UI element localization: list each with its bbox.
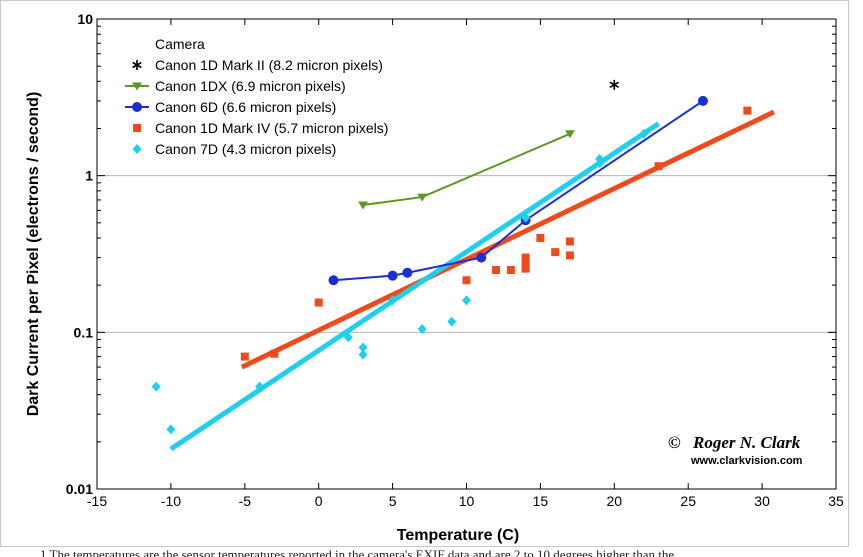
x-tick-label: 15 [533,493,549,509]
data-point [255,381,265,392]
y-axis-title: Dark Current per Pixel (electrons / seco… [25,92,42,417]
data-point [697,95,708,106]
series-line [333,100,704,282]
data-point [743,106,752,115]
data-point [639,128,649,139]
credit-block: © Roger N. Clark www.clarkvision.com [668,433,803,467]
series-group [151,128,649,435]
x-tick-label: -15 [87,493,107,509]
data-point [388,295,398,306]
data-point [240,352,249,361]
fit-layer [169,109,776,452]
chart-frame: -15 -10 -5 0 5 10 15 20 25 30 35 0.01 0.1 1 10 Camera C… [0,0,849,547]
data-point [565,251,574,260]
data-point [506,265,515,274]
data-point [358,342,368,353]
data-point [358,349,368,360]
data-point [536,234,545,243]
legend-title: Camera [155,36,205,52]
data-point [270,349,279,358]
y-tick-label: 0.01 [66,481,93,497]
series-layer [151,79,752,435]
data-point [343,332,353,343]
data-point [132,144,142,154]
series-line [362,132,571,206]
data-point [132,60,142,70]
legend-label: Canon 6D (6.6 micron pixels) [155,99,336,115]
data-point [314,298,323,307]
data-point [133,124,141,132]
series-group [358,130,575,210]
legend-label: Canon 1DX (6.9 micron pixels) [155,78,346,94]
credit-website: www.clarkvision.com [690,455,803,467]
x-tick-label: 5 [389,493,397,509]
y-tick-label: 1 [85,168,93,184]
data-point [609,79,620,90]
legend-item: Canon 7D (4.3 micron pixels) [132,141,336,157]
data-point [521,212,531,223]
caption-fragment: 1 The temperatures are the sensor temper… [40,547,675,557]
series-group [240,106,752,361]
x-tick-label: 25 [680,493,696,509]
x-tick-label: 35 [828,493,844,509]
grid-layer [97,175,836,333]
x-tick-label: 10 [459,493,475,509]
credit-author: Roger N. Clark [692,433,801,452]
data-point [132,102,142,112]
data-point [476,252,487,263]
data-point [132,82,142,91]
data-point [492,265,501,274]
star-stroke [609,81,620,89]
data-point [328,275,339,286]
x-tick-label: -10 [161,493,181,509]
copyright-symbol: © [668,433,681,452]
fit-line [169,121,661,452]
legend-label: Canon 1D Mark IV (5.7 micron pixels) [155,120,388,136]
series-group [328,95,708,286]
data-point [565,237,574,246]
data-point [417,324,427,335]
star-stroke [132,61,142,69]
legend-item: Canon 1D Mark II (8.2 micron pixels) [132,57,383,73]
axis-layer: -15 -10 -5 0 5 10 15 20 25 30 35 0.01 0.1 1 10 [66,11,844,509]
data-point [521,253,530,262]
fit-line [240,109,776,370]
x-tick-label: 20 [607,493,623,509]
data-point [654,162,663,171]
legend-item: Canon 1DX (6.9 micron pixels) [125,78,346,94]
data-point [521,260,530,269]
data-point [564,130,575,139]
data-point [595,158,605,169]
data-point [402,267,413,278]
y-tick-label: 0.1 [74,324,94,340]
legend-label: Canon 7D (4.3 micron pixels) [155,141,336,157]
data-point [551,248,560,257]
data-point [166,424,176,435]
x-tick-label: 30 [754,493,770,509]
data-point [462,295,471,306]
data-point [417,193,428,202]
data-point [151,381,161,392]
data-point [447,316,457,327]
legend-item: Canon 6D (6.6 micron pixels) [125,99,336,115]
x-axis-title: Temperature (C) [397,527,519,544]
series-group [609,79,620,90]
data-point [462,276,471,285]
legend-item: Canon 1D Mark IV (5.7 micron pixels) [133,120,388,136]
data-point [358,201,369,210]
y-tick-label: 10 [77,11,93,27]
x-tick-label: 0 [315,493,323,509]
data-point [387,270,398,281]
x-tick-label: -5 [239,493,252,509]
legend-label: Canon 1D Mark II (8.2 micron pixels) [155,57,383,73]
legend: Camera Canon 1D Mark II (8.2 micron pixel… [125,36,388,157]
